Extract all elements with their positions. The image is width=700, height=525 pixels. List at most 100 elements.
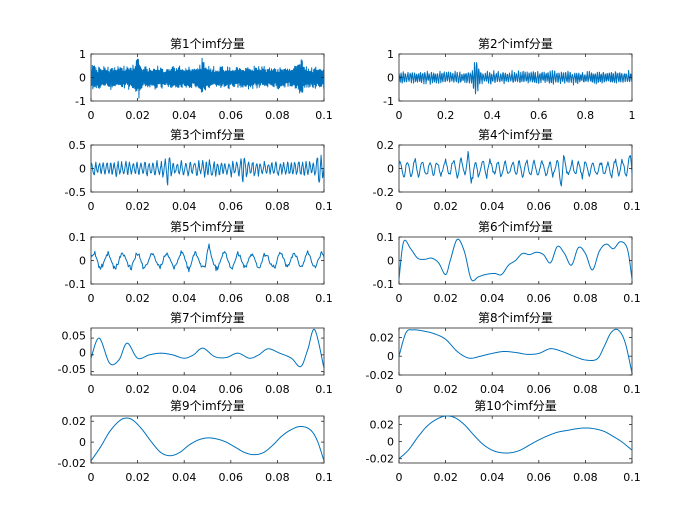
y-tick-label: 0 <box>387 350 394 363</box>
x-tick-label: 0.06 <box>527 471 552 484</box>
y-tick-label: 0 <box>387 72 394 85</box>
y-tick-label: -0.02 <box>366 453 394 466</box>
series-line <box>398 61 633 95</box>
x-tick-label: 0.02 <box>125 383 150 396</box>
subplot-title: 第4个imf分量 <box>478 128 553 142</box>
x-tick-label: 1 <box>629 109 636 122</box>
x-tick-label: 0.04 <box>172 383 197 396</box>
x-tick-label: 0.08 <box>573 383 598 396</box>
x-tick-label: 0.04 <box>172 292 197 305</box>
axes-frame <box>398 415 633 464</box>
subplot-imf-1: 第1个imf分量 0 0.02 0.04 0.06 0.08 0.1 -1 0 … <box>75 37 333 122</box>
subplot-title: 第6个imf分量 <box>478 220 553 234</box>
x-tick-label: 0.08 <box>265 292 290 305</box>
series-line <box>90 154 325 186</box>
axes-frame <box>90 415 325 464</box>
x-tick-label: 0 <box>88 383 95 396</box>
subplot-imf-8: 第8个imf分量 0 0.02 0.04 0.06 0.08 0.1 -0.02… <box>366 311 641 396</box>
x-tick-label: 0.08 <box>265 471 290 484</box>
x-tick-label: 0.08 <box>265 383 290 396</box>
x-tick-label: 0.1 <box>315 200 333 213</box>
y-tick-label: 1 <box>79 48 86 61</box>
x-tick-label: 0 <box>396 292 403 305</box>
x-tick-label: 0.1 <box>315 109 333 122</box>
x-tick-label: 0.02 <box>433 200 458 213</box>
y-tick-label: -0.2 <box>373 186 394 199</box>
y-tick-label: 0 <box>79 163 86 176</box>
x-tick-label: 0.08 <box>573 471 598 484</box>
subplot-title: 第10个imf分量 <box>474 399 557 413</box>
x-tick-label: 0.06 <box>527 292 552 305</box>
x-tick-label: 0.02 <box>433 292 458 305</box>
x-tick-label: 0.02 <box>433 471 458 484</box>
series-line <box>90 328 325 369</box>
series-line <box>90 57 325 99</box>
axes-frame <box>90 144 325 193</box>
y-tick-label: 0 <box>79 346 86 359</box>
x-tick-label: 0.06 <box>219 200 244 213</box>
subplot-title: 第8个imf分量 <box>478 311 553 325</box>
x-tick-label: 0 <box>88 292 95 305</box>
x-tick-label: 0.08 <box>265 109 290 122</box>
y-tick-label: -1 <box>383 95 394 108</box>
y-tick-label: 0 <box>387 436 394 449</box>
x-tick-label: 0 <box>396 383 403 396</box>
y-tick-label: 0.5 <box>69 139 87 152</box>
x-tick-label: 0.4 <box>483 109 501 122</box>
x-tick-label: 0.1 <box>315 292 333 305</box>
subplot-imf-9: 第9个imf分量 0 0.02 0.04 0.06 0.08 0.1 -0.02… <box>58 399 333 484</box>
x-tick-label: 0.06 <box>527 200 552 213</box>
x-tick-label: 0.1 <box>315 383 333 396</box>
x-tick-label: 0 <box>88 109 95 122</box>
series-line <box>398 238 633 282</box>
y-tick-label: -0.5 <box>65 186 86 199</box>
subplot-imf-5: 第5个imf分量 0 0.02 0.04 0.06 0.08 0.1 -0.1 … <box>65 220 333 305</box>
axes-frame <box>90 236 325 285</box>
x-tick-label: 0.1 <box>623 200 641 213</box>
x-tick-label: 0.02 <box>125 292 150 305</box>
y-tick-label: 0.02 <box>370 419 395 432</box>
x-tick-label: 0.08 <box>573 200 598 213</box>
y-tick-label: 0.2 <box>377 139 395 152</box>
subplot-title: 第1个imf分量 <box>170 37 245 51</box>
x-tick-label: 0.1 <box>623 471 641 484</box>
x-tick-label: 0.04 <box>172 109 197 122</box>
series-line <box>90 243 325 273</box>
x-tick-label: 0 <box>88 471 95 484</box>
x-tick-label: 0.06 <box>219 383 244 396</box>
x-tick-label: 0.04 <box>480 471 505 484</box>
x-tick-label: 0.6 <box>530 109 548 122</box>
series-line <box>398 150 633 187</box>
x-tick-label: 0.02 <box>125 200 150 213</box>
series-line <box>90 417 325 462</box>
x-tick-label: 0.08 <box>265 200 290 213</box>
y-tick-label: -0.1 <box>373 278 394 291</box>
y-tick-label: -0.02 <box>58 457 86 470</box>
y-tick-label: -0.1 <box>65 278 86 291</box>
y-tick-label: 0.02 <box>370 331 395 344</box>
subplot-imf-3: 第3个imf分量 0 0.02 0.04 0.06 0.08 0.1 -0.5 … <box>65 128 333 213</box>
subplot-title: 第7个imf分量 <box>170 311 245 325</box>
series-line <box>398 415 633 460</box>
x-tick-label: 0 <box>88 200 95 213</box>
y-tick-label: 0 <box>79 255 86 268</box>
x-tick-label: 0.04 <box>480 383 505 396</box>
x-tick-label: 0.04 <box>172 471 197 484</box>
x-tick-label: 0 <box>396 109 403 122</box>
y-tick-label: -1 <box>75 95 86 108</box>
y-tick-label: -0.05 <box>58 363 86 376</box>
x-tick-label: 0.2 <box>437 109 455 122</box>
subplot-imf-4: 第4个imf分量 0 0.02 0.04 0.06 0.08 0.1 -0.2 … <box>373 128 641 213</box>
y-tick-label: 0 <box>79 436 86 449</box>
x-tick-label: 0.06 <box>219 292 244 305</box>
y-tick-label: 1 <box>387 48 394 61</box>
x-tick-label: 0.02 <box>433 383 458 396</box>
subplot-title: 第5个imf分量 <box>170 220 245 234</box>
x-tick-label: 0.02 <box>125 471 150 484</box>
axes-frame <box>398 327 633 376</box>
axes-frame <box>398 144 633 193</box>
x-tick-label: 0.06 <box>219 109 244 122</box>
x-tick-label: 0.1 <box>315 471 333 484</box>
subplot-imf-2: 第2个imf分量 0 0.2 0.4 0.6 0.8 1 -1 0 1 <box>383 37 635 122</box>
